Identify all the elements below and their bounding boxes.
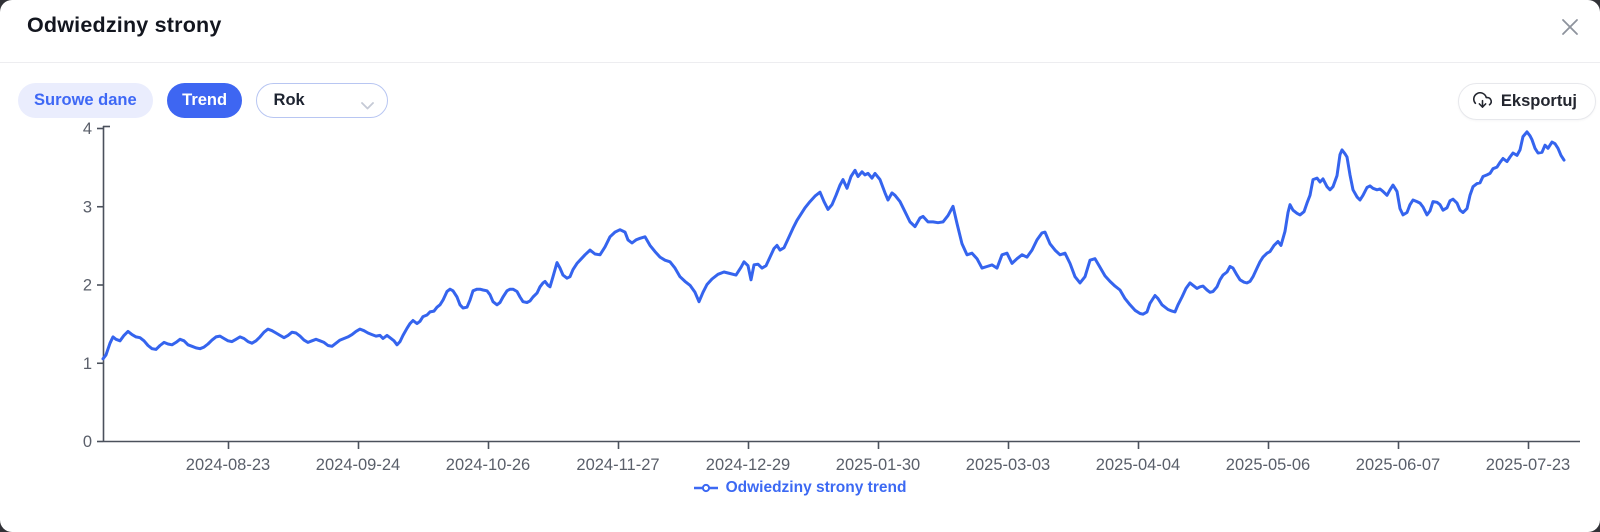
x-tick-label: 2024-09-24 — [316, 456, 400, 474]
toolbar: Surowe dane Trend Rok Eksportuj — [18, 83, 1596, 120]
legend-item[interactable]: Odwiedziny strony trend — [0, 479, 1600, 497]
x-tick-label: 2024-11-27 — [576, 456, 659, 474]
x-tick-label: 2025-07-23 — [1486, 456, 1570, 474]
y-tick-label: 4 — [83, 120, 92, 138]
y-tick-label: 1 — [83, 355, 92, 373]
page-title: Odwiedziny strony — [27, 13, 222, 37]
y-tick-label: 3 — [83, 198, 92, 216]
y-tick-label: 0 — [83, 433, 92, 451]
legend-label: Odwiedziny strony trend — [725, 479, 907, 496]
chevron-down-icon — [360, 97, 374, 115]
trend-line — [101, 130, 1566, 361]
cloud-download-icon — [1472, 92, 1492, 111]
x-tick-label: 2025-03-03 — [966, 456, 1050, 474]
raw-data-button[interactable]: Surowe dane — [18, 83, 153, 118]
export-button[interactable]: Eksportuj — [1457, 83, 1596, 120]
period-select-value: Rok — [273, 91, 305, 109]
x-tick-label: 2024-12-29 — [706, 456, 790, 474]
header-divider — [0, 62, 1600, 63]
period-select[interactable]: Rok — [255, 83, 388, 118]
export-button-label: Eksportuj — [1500, 92, 1577, 110]
x-tick-label: 2025-05-06 — [1226, 456, 1310, 474]
x-tick-label: 2025-06-07 — [1356, 456, 1440, 474]
close-button[interactable] — [1558, 15, 1582, 39]
modal-header: Odwiedziny strony — [0, 0, 1600, 62]
y-tick-label: 2 — [83, 277, 92, 295]
x-tick-label: 2025-01-30 — [836, 456, 920, 474]
close-icon — [1562, 19, 1578, 35]
x-tick-label: 2024-10-26 — [446, 456, 530, 474]
x-tick-label: 2024-08-23 — [186, 456, 270, 474]
x-tick-label: 2025-04-04 — [1096, 456, 1180, 474]
legend-marker-icon — [693, 483, 718, 493]
trend-button[interactable]: Trend — [167, 83, 243, 118]
